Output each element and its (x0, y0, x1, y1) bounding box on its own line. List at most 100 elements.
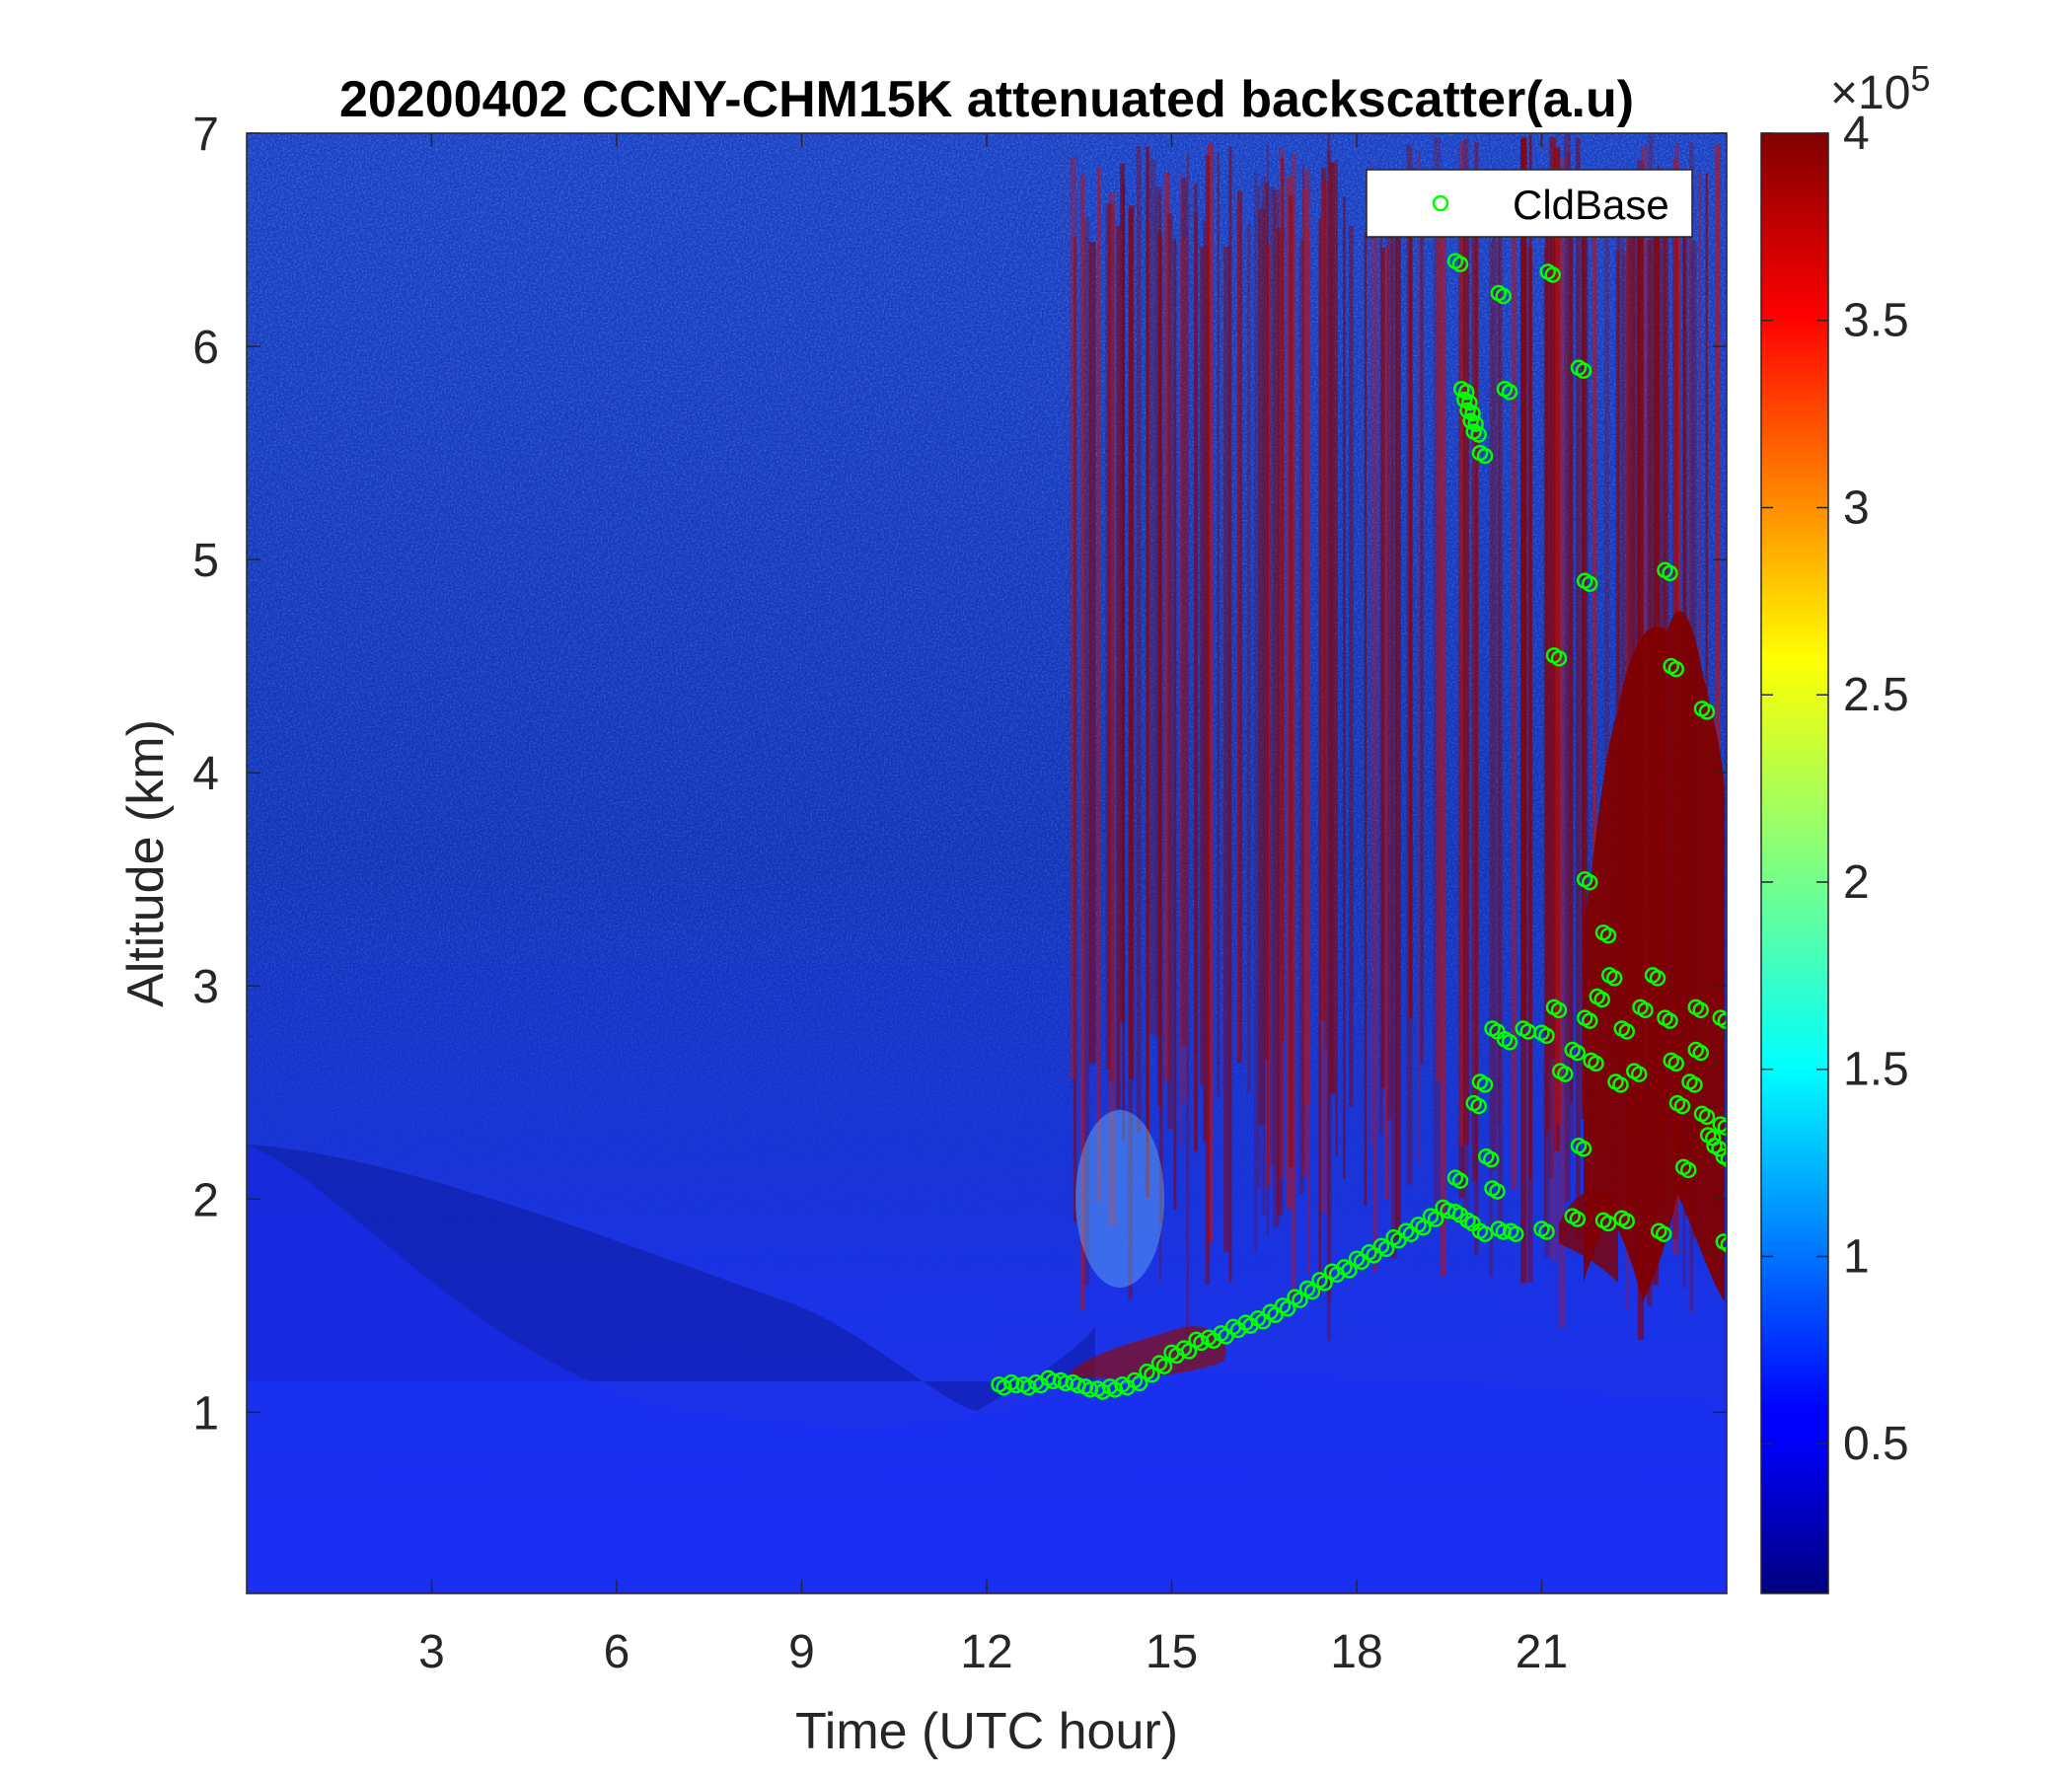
aerosol-streak (1223, 246, 1230, 1253)
aerosol-streak (1236, 205, 1239, 1059)
cldbase-point (1495, 287, 1512, 305)
x-tick-label: 15 (1146, 1626, 1198, 1678)
cldbase-point (1464, 405, 1481, 422)
cldbase-point (1476, 1225, 1494, 1242)
cldbase-point (1606, 970, 1623, 987)
aerosol-streak (1088, 242, 1096, 1065)
cldbase-point (1501, 384, 1518, 401)
aerosol-streak (1129, 205, 1135, 1079)
aerosol-streak (1384, 246, 1388, 1199)
aerosol-streak (1543, 248, 1547, 1241)
cldbase-point (1461, 394, 1478, 411)
aerosol-streak (1386, 222, 1393, 1120)
colorbar-tick-label: 2.5 (1843, 669, 1909, 721)
aerosol-streak (1286, 176, 1294, 1210)
aerosol-streak (1154, 186, 1161, 1037)
aerosol-streak (1327, 133, 1331, 1341)
cldbase-point (1557, 1066, 1574, 1082)
aerosol-streak (1108, 191, 1116, 1226)
cldbase-point (1612, 1076, 1629, 1093)
aerosol-streak (1622, 251, 1628, 1089)
colorbar-exponent-power: 5 (1910, 58, 1930, 99)
colorbar-exponent-base: ×10 (1830, 67, 1910, 119)
aerosol-streak (1083, 218, 1090, 1286)
aerosol-streak (1149, 160, 1156, 1035)
cldbase-point (1155, 1358, 1173, 1374)
aerosol-streak (1544, 170, 1550, 1257)
cldbase-point (1451, 256, 1469, 272)
x-tick-label: 6 (604, 1626, 630, 1678)
x-tick-label: 9 (788, 1626, 815, 1678)
heatmap-image (247, 133, 1727, 1593)
colorbar-gradient (1760, 132, 1829, 1594)
cldbase-point (1667, 1055, 1684, 1073)
cldbase-point (1649, 970, 1666, 987)
cldbase-point (1698, 1108, 1716, 1126)
aerosol-streak (1395, 238, 1401, 1239)
aerosol-streak (1323, 180, 1328, 1052)
colorbar-tick-label: 3.5 (1843, 295, 1909, 347)
cldbase-point (1451, 1172, 1469, 1189)
aerosol-streak (1364, 232, 1368, 1207)
cldbase-point (1341, 1262, 1358, 1279)
cldbase-point (1662, 564, 1678, 582)
aerosol-streak (1289, 195, 1295, 1168)
aerosol-streak (1641, 146, 1649, 1077)
aerosol-streak (1320, 180, 1328, 1214)
aerosol-streak (1122, 184, 1126, 1141)
x-tick-label: 3 (418, 1626, 445, 1678)
y-tick-label: 3 (192, 961, 219, 1013)
cldbase-point (1656, 1225, 1672, 1242)
aerosol-streak (1228, 146, 1232, 1283)
aerosol-streak (1417, 152, 1421, 1165)
cldbase-point (1467, 415, 1484, 432)
cldbase-point (1470, 426, 1487, 443)
aerosol-streak (1273, 189, 1280, 1227)
aerosol-streak (1246, 223, 1251, 1092)
y-axis-label: Altitude (km) (117, 719, 175, 1007)
cldbase-point (1673, 1097, 1691, 1115)
aerosol-streak (1254, 170, 1258, 1252)
cldbase-point (1476, 447, 1494, 465)
cldbase-point (1582, 575, 1598, 592)
aerosol-streak (1546, 229, 1553, 1129)
aerosol-streak (1097, 167, 1101, 1202)
cldbase-point (1470, 1097, 1487, 1115)
cldbase-point (1569, 1211, 1586, 1227)
aerosol-streak (1459, 142, 1464, 1147)
aerosol-streak (1705, 173, 1708, 1169)
aerosol-streak (1269, 186, 1276, 1166)
cldbase-point (1180, 1343, 1198, 1360)
cldbase-point (1316, 1275, 1333, 1292)
cldbase-point (1720, 1236, 1727, 1253)
cldbase-point (1692, 1001, 1709, 1019)
x-tick-label: 21 (1516, 1626, 1568, 1678)
colorbar-tick-label: 0.5 (1843, 1418, 1909, 1470)
cldbase-point (1637, 1001, 1654, 1019)
cldbase-point (1582, 873, 1598, 891)
aerosol-streak (1379, 213, 1383, 1135)
aerosol-streak (1298, 239, 1304, 1194)
aerosol-streak (1715, 144, 1721, 1057)
aerosol-streak (1420, 172, 1424, 1065)
aerosol-streak (1520, 138, 1526, 1284)
aerosol-streak (1205, 155, 1211, 1286)
cldbase-point (1720, 1151, 1727, 1168)
aerosol-streak (1474, 142, 1479, 1255)
cldbase-point (1680, 1161, 1697, 1179)
aerosol-streak (1558, 158, 1566, 1327)
aerosol-streak (1464, 135, 1468, 1184)
cldbase-point (1303, 1283, 1321, 1300)
aerosol-streak (1471, 171, 1478, 1182)
aerosol-streak (1329, 162, 1336, 1094)
cldbase-point (1593, 991, 1610, 1008)
aerosol-streak (1136, 145, 1142, 1134)
aerosol-streak (1567, 151, 1571, 1060)
aerosol-streak (1570, 198, 1574, 1139)
aerosol-streak (1261, 176, 1266, 1216)
colorbar-tick-label: 2 (1843, 856, 1870, 909)
aerosol-streak (1257, 186, 1261, 1189)
aerosol-streak (1441, 229, 1446, 1278)
aerosol-streak (1372, 221, 1378, 1273)
aerosol-streak (1564, 134, 1571, 1202)
